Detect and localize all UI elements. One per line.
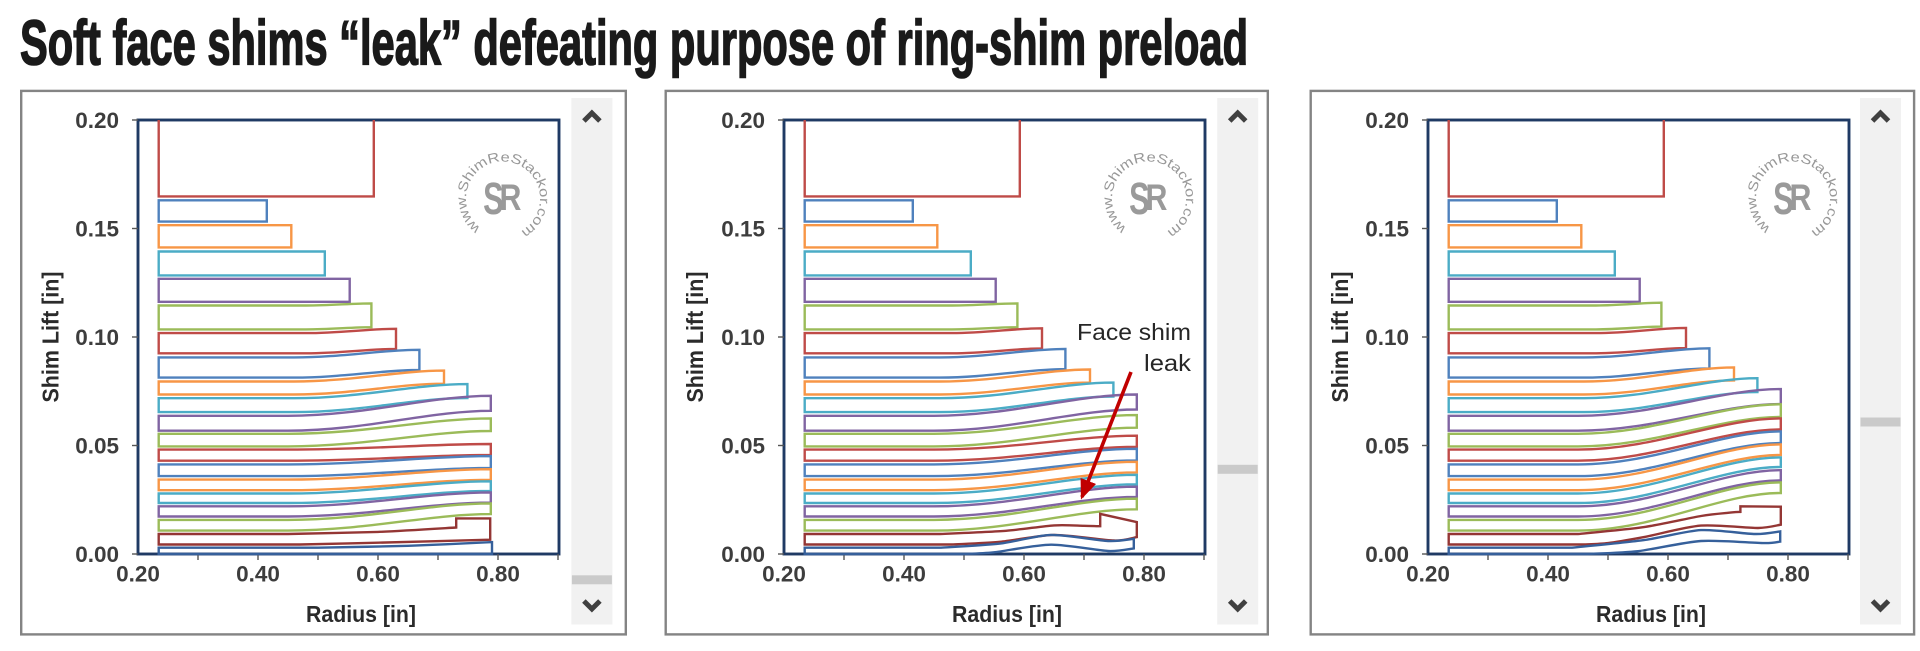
svg-text:0.20: 0.20: [75, 108, 119, 133]
svg-text:Radius [in]: Radius [in]: [1596, 601, 1706, 627]
svg-text:0.00: 0.00: [721, 542, 765, 567]
svg-text:S: S: [1129, 174, 1149, 224]
svg-text:0.00: 0.00: [1365, 542, 1409, 567]
svg-text:0.60: 0.60: [356, 562, 400, 587]
svg-text:0.20: 0.20: [116, 562, 160, 587]
svg-text:0.10: 0.10: [75, 325, 119, 350]
svg-text:0.60: 0.60: [1002, 562, 1046, 587]
svg-text:0.00: 0.00: [75, 542, 119, 567]
svg-text:0.10: 0.10: [721, 325, 765, 350]
svg-text:Radius [in]: Radius [in]: [306, 601, 416, 627]
svg-text:0.20: 0.20: [721, 108, 765, 133]
svg-text:Radius [in]: Radius [in]: [952, 601, 1062, 627]
svg-text:Face shim: Face shim: [1077, 319, 1191, 345]
svg-text:Soft face shims “leak” defeati: Soft face shims “leak” defeating purpose…: [20, 9, 1248, 79]
svg-text:R: R: [1146, 177, 1168, 219]
svg-text:R: R: [1790, 177, 1812, 219]
svg-text:S: S: [1773, 174, 1793, 224]
svg-text:0.40: 0.40: [882, 562, 926, 587]
svg-text:0.20: 0.20: [762, 562, 806, 587]
svg-text:0.80: 0.80: [476, 562, 520, 587]
svg-text:0.05: 0.05: [75, 434, 119, 459]
svg-text:leak: leak: [1144, 350, 1192, 376]
svg-text:0.15: 0.15: [75, 217, 119, 242]
svg-text:R: R: [500, 177, 522, 219]
svg-text:Shim Lift [in]: Shim Lift [in]: [38, 272, 64, 403]
svg-text:0.20: 0.20: [1406, 562, 1450, 587]
svg-text:0.80: 0.80: [1122, 562, 1166, 587]
svg-text:S: S: [483, 174, 503, 224]
svg-text:0.40: 0.40: [1526, 562, 1570, 587]
svg-text:0.05: 0.05: [1365, 434, 1409, 459]
svg-text:0.05: 0.05: [721, 434, 765, 459]
svg-text:0.15: 0.15: [1365, 217, 1409, 242]
svg-text:Shim Lift [in]: Shim Lift [in]: [682, 272, 708, 403]
svg-text:0.20: 0.20: [1365, 108, 1409, 133]
svg-text:0.60: 0.60: [1646, 562, 1690, 587]
svg-text:0.10: 0.10: [1365, 325, 1409, 350]
svg-text:0.80: 0.80: [1766, 562, 1810, 587]
svg-text:Shim Lift [in]: Shim Lift [in]: [1327, 272, 1353, 403]
svg-text:0.15: 0.15: [721, 217, 765, 242]
svg-text:0.40: 0.40: [236, 562, 280, 587]
